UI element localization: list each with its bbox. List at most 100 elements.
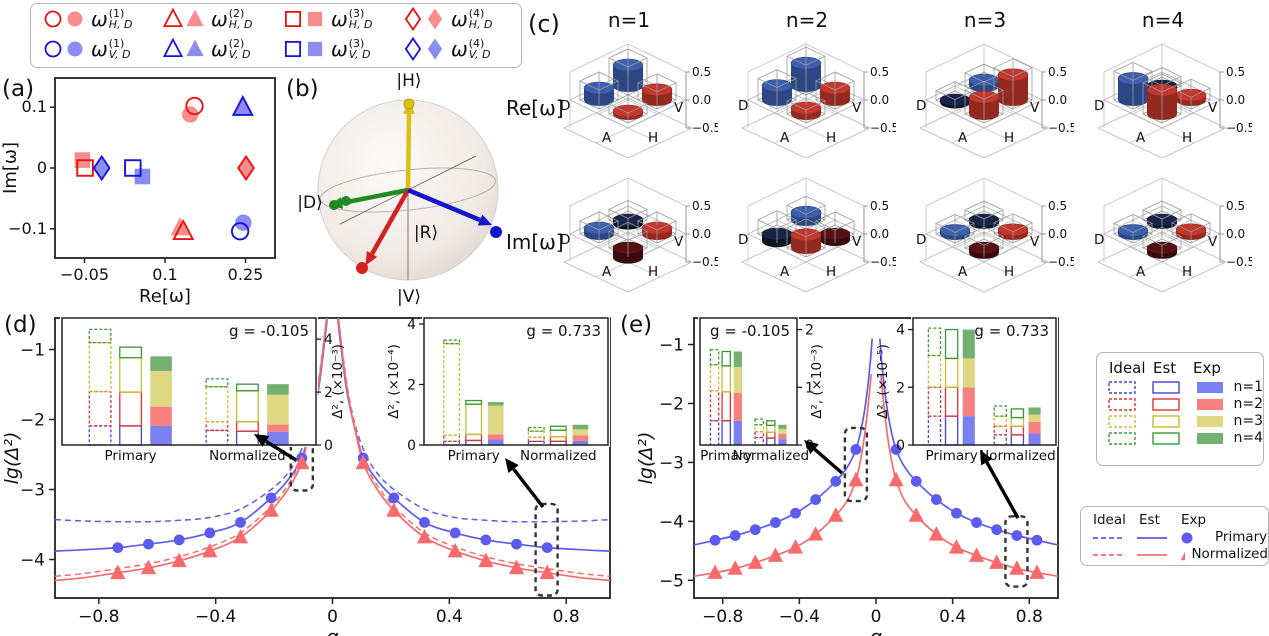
bloch-equator: [319, 167, 497, 213]
legend-n-swatches: [1108, 398, 1223, 411]
omega-legend-item: ω (4) H, D: [401, 7, 521, 31]
annotation-arrow-head: [980, 450, 993, 466]
inset-axes-box: [699, 317, 798, 446]
inset-bar-normalized-exp-n2: [572, 435, 589, 441]
inset-y-tick-label: 0: [896, 438, 905, 454]
exp-swatch-icon: [1197, 416, 1223, 427]
z-tick-label: 0.5: [870, 65, 889, 79]
panel-ylabel: lg(Δ²): [635, 432, 657, 485]
z-tick-label: 0.5: [870, 199, 889, 213]
inset-bar-normalized-exp-n3: [1028, 414, 1041, 422]
top-rim: [805, 177, 865, 207]
panel-xlabel: g: [326, 625, 339, 636]
corner-label-D: D: [1094, 98, 1104, 114]
inset-bar-normalized-exp-n4: [572, 424, 589, 430]
exp-primary-marker: [830, 475, 842, 487]
scatter-marker-blue-diamond-filled: [93, 156, 110, 180]
d-state-dot2: [341, 196, 351, 206]
open-circle-icon: [44, 40, 62, 58]
top-rim: [983, 177, 1043, 207]
inset-bar-normalized-exp-n1: [1028, 433, 1041, 445]
exp-primary-marker: [951, 507, 962, 519]
exp-normalized-marker: [416, 528, 433, 544]
inset-bar-normalized-exp-n3: [778, 428, 787, 435]
inset-bar-normalized-ideal-n4: [205, 378, 229, 388]
highlight-box: [1004, 515, 1029, 588]
inset-bar-primary-exp-n2: [733, 393, 742, 421]
corner-label-D: D: [916, 232, 926, 248]
corner-label-D: D: [560, 98, 570, 114]
annotation-arrow-head: [254, 434, 270, 447]
panel-b-label: (b): [286, 76, 319, 102]
omega-legend-label: ω (1) H, D: [91, 7, 133, 31]
omega-legend-label: ω (4) V, D: [451, 37, 491, 61]
inset-title: g = 0.733: [974, 322, 1049, 340]
inset-bar-normalized-ideal-n2: [527, 436, 545, 443]
panel-e-label: (e): [620, 312, 653, 338]
inset-y-tick-label: 0: [324, 438, 333, 454]
legend-series-header-est: Est: [1139, 512, 1160, 528]
corner-label-A: A: [1136, 130, 1146, 146]
inset-axes-box: [423, 317, 609, 446]
omega-legend-label: ω (3) V, D: [331, 37, 371, 61]
legend-series-row-label: Normalized: [1191, 546, 1268, 562]
exp-normalized-marker: [848, 471, 864, 487]
legend-series-row-label: Primary: [1215, 529, 1268, 545]
x-tick-label: −0.8: [78, 607, 119, 627]
corner-label-H: H: [826, 130, 836, 146]
z-tick-label: 0.0: [692, 93, 711, 107]
exp-normalized-marker: [707, 564, 723, 579]
exp-primary-marker: [930, 494, 942, 505]
exp-primary-marker: [810, 494, 822, 505]
x-tick-label: 0.8: [1016, 607, 1043, 627]
ket-H-label: |H⟩: [396, 71, 421, 91]
omega-legend-label: ω (2) V, D: [211, 37, 251, 61]
exp-primary-marker: [173, 534, 185, 546]
floor-grid: [563, 231, 693, 293]
exp-primary-marker: [388, 492, 400, 504]
panel-c-row-label-re: Re[ω]: [506, 96, 564, 120]
omega-legend-item: ω (3) V, D: [281, 37, 401, 61]
primary-normalized-legend: Ideal Est Exp Primary Normalized: [1080, 506, 1269, 566]
exp-primary-marker: [709, 534, 721, 546]
red-arrow-head: [365, 251, 378, 266]
z-tick-label: −0.5: [1048, 121, 1074, 135]
y-tick-label: −4: [659, 512, 684, 532]
exp-normalized-marker: [969, 547, 985, 562]
exp-normalized-marker: [232, 528, 249, 544]
z-tick-label: 0.5: [1048, 65, 1067, 79]
corner-label-D: D: [916, 98, 926, 114]
diamond-marker-icon: [404, 37, 443, 61]
exp-normalized-marker: [908, 507, 924, 522]
panel-b-canvas: |H⟩ |D⟩ |R⟩ |V⟩: [297, 71, 502, 307]
d-arrow-shaft: [341, 187, 409, 206]
wire-box-top: [786, 195, 826, 215]
scatter-marker-blue-diamond-open: [92, 154, 111, 182]
z-tick-label: −0.5: [692, 121, 718, 135]
h-arrow-shaft: [405, 113, 412, 191]
z-tick-label: 0.0: [870, 227, 889, 241]
corner-label-A: A: [602, 130, 612, 146]
panel-xlabel: g: [870, 625, 883, 636]
x-tick-label: −0.05: [60, 265, 109, 284]
inset-bar-primary-est-n4: [465, 399, 483, 405]
open-square-icon: [284, 40, 302, 58]
open-square-icon: [284, 10, 302, 28]
scatter-marker-blue-triangle-open: [231, 94, 254, 116]
filled-circle-icon: [67, 11, 83, 27]
y-tick-label: −2: [20, 411, 45, 431]
scatter-marker-red-triangle-open: [172, 218, 195, 240]
inset-bar-primary-exp-n1: [733, 420, 742, 445]
omega-legend-item: ω (1) V, D: [41, 37, 161, 61]
legend-series-swatches: [1093, 532, 1193, 543]
inset-y-tick-label: 2: [896, 380, 905, 396]
omega-legend-item: ω (4) V, D: [401, 37, 521, 61]
inset-bar-normalized-ideal-n2: [993, 425, 1007, 436]
z-tick-label: −0.5: [1226, 255, 1252, 269]
exp-primary-marker: [770, 517, 781, 528]
corner-label-H: H: [648, 130, 658, 146]
x-tick-label: 0: [327, 607, 338, 627]
y-tick-label: 0: [37, 158, 47, 177]
inset-bar-primary-ideal-n2: [709, 390, 720, 422]
exp-primary-marker: [235, 517, 246, 528]
